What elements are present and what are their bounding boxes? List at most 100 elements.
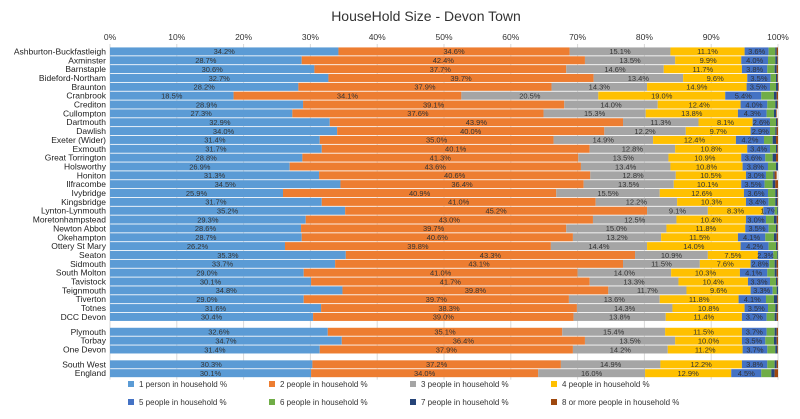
bar-segment (773, 215, 777, 224)
bar-segment (775, 47, 777, 56)
data-label: 14.0% (683, 242, 705, 251)
bar-segment (647, 242, 741, 251)
bar-segment (775, 127, 777, 136)
bar-segment (283, 189, 557, 198)
bar-segment (769, 127, 776, 136)
data-label: 4.1% (744, 295, 761, 304)
bar-segment (665, 312, 742, 321)
data-label: 37.6% (407, 109, 429, 118)
data-label: 39.8% (465, 286, 487, 295)
category-label: Barnstaple (65, 64, 106, 74)
bar-segment (775, 153, 778, 162)
data-label: 4.1% (745, 268, 762, 277)
category-label: Seaton (79, 250, 106, 260)
data-label: 15.3% (584, 109, 606, 118)
category-label: Dawlish (76, 126, 106, 136)
data-label: 37.2% (426, 360, 448, 369)
legend-swatch (551, 381, 557, 387)
category-label: Lynton-Lynmouth (41, 206, 106, 216)
data-label: 34.8% (216, 286, 238, 295)
bar-segment (110, 109, 293, 118)
data-label: 14.0% (600, 100, 622, 109)
bar-segment (110, 312, 314, 321)
data-label: 4.2% (746, 242, 763, 251)
bar-segment (580, 162, 671, 171)
data-label: 12.9% (678, 369, 700, 378)
bar-segment (747, 144, 770, 153)
data-label: 34.0% (213, 127, 235, 136)
bar-segment (342, 286, 609, 295)
bar-segment (593, 73, 684, 82)
bar-segment (110, 268, 304, 277)
bar-segment (303, 295, 569, 304)
bar-segment (698, 118, 753, 127)
bar-segment (776, 360, 778, 369)
bar-segment (738, 295, 766, 304)
bar-segment (319, 345, 573, 354)
bar-segment (328, 73, 594, 82)
data-label: 31.7% (205, 198, 227, 207)
data-label: 9.7% (710, 127, 727, 136)
bar-segment (774, 259, 777, 268)
data-label: 14.9% (686, 83, 708, 92)
data-label: 13.5% (618, 180, 640, 189)
bar-segment (305, 215, 593, 224)
bar-segment (750, 286, 773, 295)
data-label: 10.0% (698, 336, 720, 345)
data-label: 14.2% (610, 345, 632, 354)
bar-segment (635, 250, 708, 259)
data-label: 3.4% (749, 198, 766, 207)
data-label: 13.3% (623, 277, 645, 286)
data-label: 43.1% (468, 260, 490, 269)
data-label: 4.1% (743, 233, 760, 242)
bar-segment (777, 345, 778, 354)
data-label: 13.5% (619, 336, 641, 345)
data-label: 11.8% (695, 224, 716, 233)
bar-segment (777, 242, 778, 251)
data-label: 41.0% (448, 198, 470, 207)
data-label: 12.2% (634, 127, 656, 136)
data-label: 35.0% (426, 136, 448, 145)
data-label: 12.5% (624, 215, 646, 224)
bar-segment (775, 224, 778, 233)
data-label: 4.3% (744, 109, 761, 118)
bar-segment (311, 277, 590, 286)
category-label: England (75, 368, 106, 378)
data-label: 14.9% (593, 136, 615, 145)
data-label: 12.4% (684, 136, 706, 145)
bar-segment (676, 215, 746, 224)
bar-segment (776, 233, 778, 242)
bar-segment (645, 109, 738, 118)
x-tick-label: 80% (636, 32, 653, 42)
bar-segment (321, 144, 590, 153)
data-label: 2.6% (753, 118, 770, 127)
bar-segment (777, 100, 778, 109)
bar-segment (110, 189, 284, 198)
x-tick-label: 0% (104, 32, 117, 42)
bar-segment (110, 224, 302, 233)
bar-segment (583, 180, 674, 189)
bar-segment (110, 336, 342, 345)
bar-segment (777, 189, 778, 198)
bar-segment (341, 336, 585, 345)
bar-segment (737, 109, 767, 118)
data-label: 26.2% (187, 242, 209, 251)
bar-segment (741, 56, 768, 65)
bar-segment (110, 100, 304, 109)
bar-segment (775, 100, 778, 109)
bar-segment (110, 369, 312, 378)
data-label: 12.4% (689, 100, 711, 109)
bar-segment (744, 47, 769, 56)
data-label: 32.7% (209, 74, 231, 83)
data-label: 14.3% (614, 304, 636, 313)
data-label: 30.6% (202, 65, 224, 74)
data-label: 35.3% (217, 251, 239, 260)
bar-segment (741, 180, 765, 189)
data-label: 28.8% (196, 153, 218, 162)
category-label: Ilfracombe (66, 179, 106, 189)
bar-segment (767, 162, 776, 171)
data-label: 14.0% (614, 268, 636, 277)
bar-segment (741, 327, 767, 336)
bar-segment (774, 171, 777, 180)
data-label: 34.2% (214, 47, 236, 56)
